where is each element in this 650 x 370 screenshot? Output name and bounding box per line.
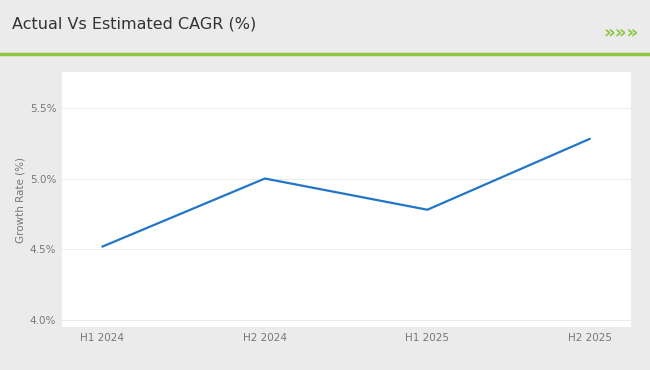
Text: »»»: »»» (603, 24, 638, 42)
Text: Actual Vs Estimated CAGR (%): Actual Vs Estimated CAGR (%) (12, 17, 256, 31)
Y-axis label: Growth Rate (%): Growth Rate (%) (16, 157, 25, 243)
